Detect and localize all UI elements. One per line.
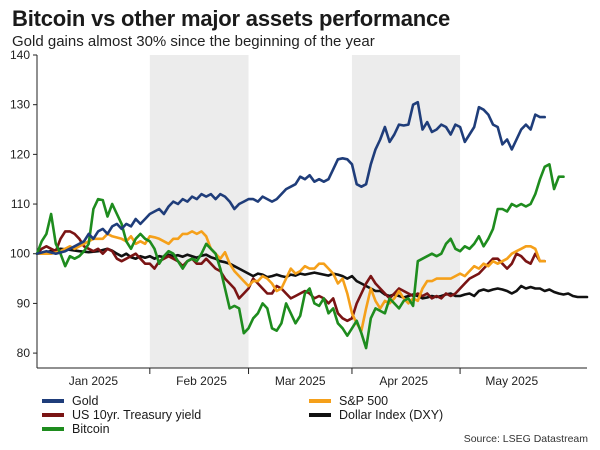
x-tick-label-feb-2025: Feb 2025 [176, 374, 227, 388]
chart-subtitle: Gold gains almost 30% since the beginnin… [12, 33, 375, 50]
x-tick-label-jan-2025: Jan 2025 [69, 374, 119, 388]
y-tick-label-90: 90 [17, 296, 31, 310]
legend-swatch-dxy [309, 413, 331, 417]
y-tick-label-130: 130 [10, 98, 30, 112]
chart-title: Bitcoin vs other major assets performanc… [12, 6, 451, 31]
y-tick-label-100: 100 [10, 247, 30, 261]
legend-label-dxy: Dollar Index (DXY) [339, 408, 444, 422]
legend-item-gold: Gold [42, 394, 98, 408]
legend-label-bitcoin: Bitcoin [72, 422, 110, 436]
source-note: Source: LSEG Datastream [463, 433, 588, 445]
legend-swatch-gold [42, 399, 64, 403]
y-tick-label-110: 110 [11, 197, 30, 211]
shaded-band-2 [351, 55, 461, 368]
x-tick-label-mar-2025: Mar 2025 [275, 374, 326, 388]
y-tick-label-120: 120 [10, 147, 30, 161]
legend-label-us10y: US 10yr. Treasury yield [72, 408, 202, 422]
series-line-gold [35, 100, 546, 255]
legend-label-sp500: S&P 500 [339, 394, 389, 408]
x-tick-label-apr-2025: Apr 2025 [379, 374, 428, 388]
x-tick-label-may-2025: May 2025 [485, 374, 538, 388]
legend-swatch-sp500 [309, 399, 331, 403]
series-line-us-10yr-treasury-yield [35, 230, 546, 323]
y-tick-label-140: 140 [10, 48, 30, 62]
series-line-dollar-index-dxy [35, 247, 589, 300]
legend-item-bitcoin: Bitcoin [42, 422, 110, 436]
legend-item-sp500: S&P 500 [309, 394, 388, 408]
legend-item-dxy: Dollar Index (DXY) [309, 408, 443, 422]
legend-swatch-bitcoin [42, 427, 64, 431]
series-line-s-p-500 [35, 230, 546, 332]
series-line-bitcoin [35, 163, 565, 350]
legend-swatch-us10y [42, 413, 64, 417]
y-tick-label-80: 80 [17, 346, 31, 360]
legend-item-us10y: US 10yr. Treasury yield [42, 408, 201, 422]
legend-label-gold: Gold [72, 394, 99, 408]
